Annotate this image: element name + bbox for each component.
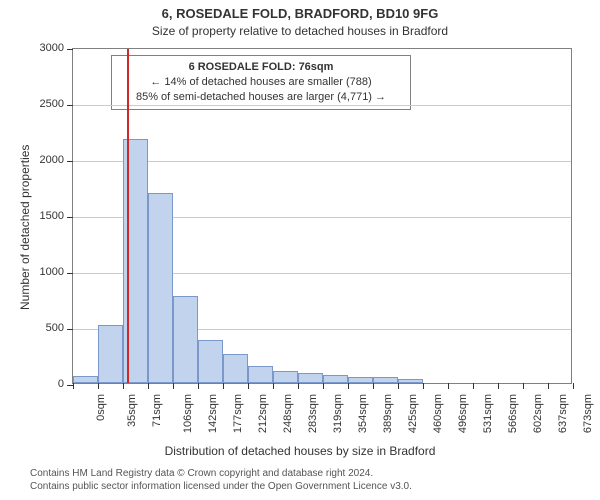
x-tick-label: 212sqm bbox=[257, 394, 269, 433]
x-tick-label: 496sqm bbox=[457, 394, 469, 433]
x-tick bbox=[323, 383, 324, 389]
histogram-bar bbox=[373, 377, 398, 383]
y-tick bbox=[67, 217, 73, 218]
annotation-box: 6 ROSEDALE FOLD: 76sqm← 14% of detached … bbox=[111, 55, 411, 110]
footer-attribution: Contains HM Land Registry data © Crown c… bbox=[30, 468, 412, 493]
annotation-line: 6 ROSEDALE FOLD: 76sqm bbox=[120, 60, 402, 75]
x-tick bbox=[123, 383, 124, 389]
footer-line: Contains public sector information licen… bbox=[30, 481, 412, 494]
x-tick bbox=[223, 383, 224, 389]
x-tick-label: 531sqm bbox=[482, 394, 494, 433]
gridline-h bbox=[73, 105, 571, 106]
x-tick bbox=[373, 383, 374, 389]
x-axis-label: Distribution of detached houses by size … bbox=[0, 444, 600, 458]
x-tick-label: 460sqm bbox=[432, 394, 444, 433]
x-tick-label: 142sqm bbox=[207, 394, 219, 433]
y-tick-label: 2000 bbox=[40, 154, 64, 166]
x-tick bbox=[473, 383, 474, 389]
x-tick bbox=[298, 383, 299, 389]
y-tick-label: 0 bbox=[58, 378, 64, 390]
x-tick bbox=[348, 383, 349, 389]
histogram-bar bbox=[198, 340, 223, 383]
x-tick bbox=[448, 383, 449, 389]
x-tick bbox=[98, 383, 99, 389]
histogram-bar bbox=[223, 354, 248, 383]
x-tick bbox=[198, 383, 199, 389]
x-tick-label: 106sqm bbox=[182, 394, 194, 433]
x-tick-label: 71sqm bbox=[151, 394, 163, 427]
x-tick-label: 248sqm bbox=[282, 394, 294, 433]
y-tick-label: 1500 bbox=[40, 210, 64, 222]
y-axis-label: Number of detached properties bbox=[18, 145, 32, 310]
x-tick bbox=[573, 383, 574, 389]
x-tick bbox=[398, 383, 399, 389]
histogram-bar bbox=[248, 366, 273, 383]
y-tick-label: 500 bbox=[46, 322, 64, 334]
x-tick-label: 35sqm bbox=[126, 394, 138, 427]
annotation-line: ← 14% of detached houses are smaller (78… bbox=[120, 75, 402, 90]
x-tick bbox=[248, 383, 249, 389]
histogram-bar bbox=[73, 376, 98, 383]
x-tick bbox=[498, 383, 499, 389]
x-tick-label: 673sqm bbox=[582, 394, 594, 433]
histogram-bar bbox=[98, 325, 123, 383]
histogram-bar bbox=[348, 377, 373, 383]
y-tick bbox=[67, 273, 73, 274]
page-subtitle: Size of property relative to detached ho… bbox=[0, 24, 600, 38]
y-tick bbox=[67, 49, 73, 50]
x-tick-label: 566sqm bbox=[507, 394, 519, 433]
x-tick-label: 637sqm bbox=[557, 394, 569, 433]
y-tick-label: 1000 bbox=[40, 266, 64, 278]
x-tick-label: 283sqm bbox=[307, 394, 319, 433]
footer-line: Contains HM Land Registry data © Crown c… bbox=[30, 468, 412, 481]
x-tick bbox=[523, 383, 524, 389]
y-tick-label: 3000 bbox=[40, 42, 64, 54]
histogram-plot: 6 ROSEDALE FOLD: 76sqm← 14% of detached … bbox=[72, 48, 572, 384]
y-tick bbox=[67, 161, 73, 162]
x-tick-label: 425sqm bbox=[407, 394, 419, 433]
x-tick bbox=[548, 383, 549, 389]
histogram-bar bbox=[398, 379, 423, 383]
x-tick bbox=[173, 383, 174, 389]
histogram-bar bbox=[323, 375, 348, 383]
page: 6, ROSEDALE FOLD, BRADFORD, BD10 9FG Siz… bbox=[0, 0, 600, 500]
x-tick-label: 354sqm bbox=[357, 394, 369, 433]
y-tick-label: 2500 bbox=[40, 98, 64, 110]
x-tick bbox=[273, 383, 274, 389]
histogram-bar bbox=[273, 371, 298, 383]
y-tick bbox=[67, 105, 73, 106]
annotation-line: 85% of semi-detached houses are larger (… bbox=[120, 90, 402, 105]
x-tick-label: 602sqm bbox=[532, 394, 544, 433]
histogram-bar bbox=[148, 193, 173, 383]
y-tick bbox=[67, 329, 73, 330]
x-tick-label: 0sqm bbox=[95, 394, 107, 421]
x-tick-label: 319sqm bbox=[332, 394, 344, 433]
x-tick bbox=[73, 383, 74, 389]
x-tick-label: 389sqm bbox=[382, 394, 394, 433]
x-tick bbox=[423, 383, 424, 389]
histogram-bar bbox=[173, 296, 198, 383]
page-title: 6, ROSEDALE FOLD, BRADFORD, BD10 9FG bbox=[0, 6, 600, 21]
x-tick bbox=[148, 383, 149, 389]
x-tick-label: 177sqm bbox=[232, 394, 244, 433]
histogram-bar bbox=[298, 373, 323, 383]
property-marker-line bbox=[127, 49, 129, 383]
